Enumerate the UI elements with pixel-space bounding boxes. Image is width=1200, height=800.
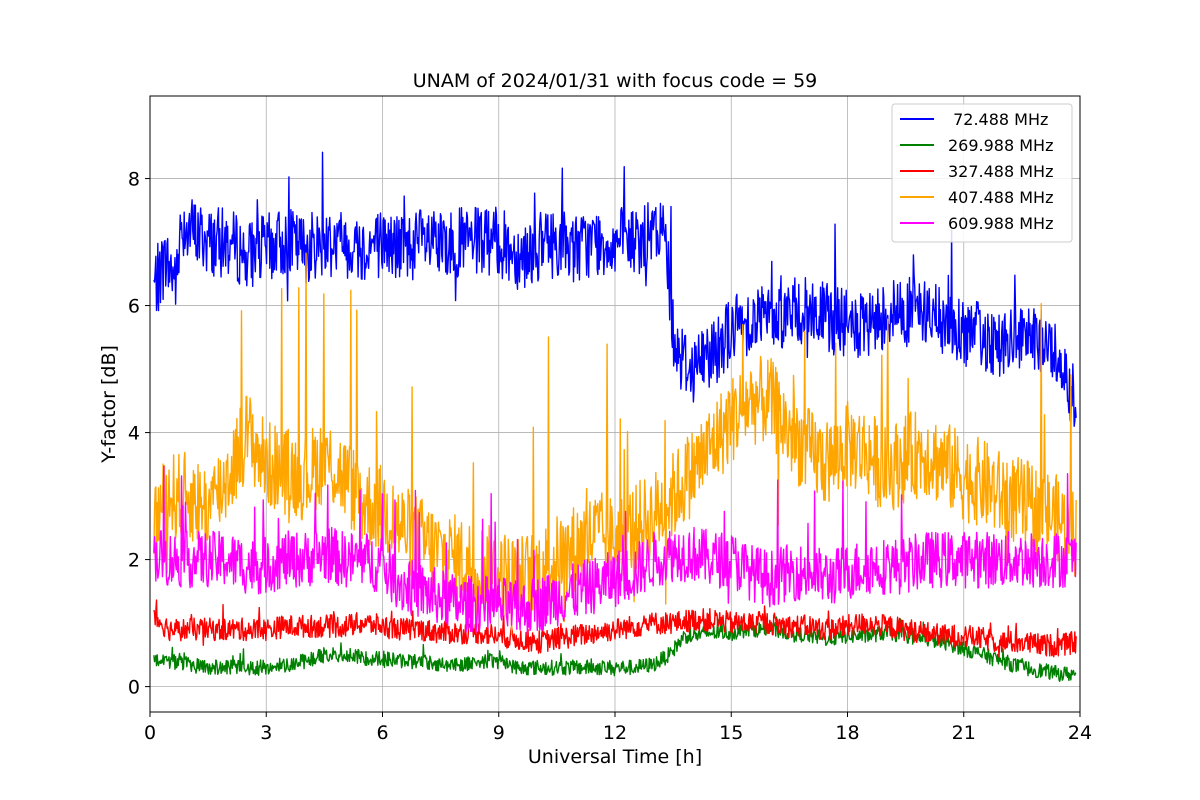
x-tick-label: 15	[719, 722, 743, 744]
x-tick-label: 21	[952, 722, 976, 744]
y-tick-label: 6	[128, 296, 140, 318]
x-tick-label: 0	[144, 722, 156, 744]
chart-title: UNAM of 2024/01/31 with focus code = 59	[413, 70, 818, 92]
legend-label-1: 269.988 MHz	[948, 136, 1053, 155]
x-tick-label: 9	[493, 722, 505, 744]
x-axis-label: Universal Time [h]	[528, 746, 702, 768]
x-tick-label: 24	[1068, 722, 1092, 744]
legend-label-2: 327.488 MHz	[948, 162, 1053, 181]
y-tick-label: 2	[128, 550, 140, 572]
legend: 72.488 MHz 269.988 MHz 327.488 MHz 407.488 …	[891, 103, 1073, 243]
series-line-0	[153, 151, 1077, 427]
legend-label-3: 407.488 MHz	[948, 188, 1053, 207]
plot-area	[153, 151, 1077, 683]
series-line-2	[153, 599, 1077, 658]
y-tick-label: 0	[128, 677, 140, 699]
y-axis-label: Y-factor [dB]	[98, 345, 120, 464]
legend-label-0: 72.488 MHz	[948, 110, 1048, 129]
y-tick-label: 8	[128, 169, 140, 191]
series-line-1	[153, 614, 1077, 683]
legend-box	[891, 103, 1073, 243]
x-tick-label: 12	[603, 722, 627, 744]
series-line-4	[153, 465, 1077, 636]
x-tick-label: 3	[260, 722, 272, 744]
x-tick-label: 6	[376, 722, 388, 744]
series-lines	[153, 151, 1077, 683]
legend-label-4: 609.988 MHz	[948, 214, 1053, 233]
x-tick-label: 18	[835, 722, 859, 744]
y-tick-label: 4	[128, 423, 140, 445]
